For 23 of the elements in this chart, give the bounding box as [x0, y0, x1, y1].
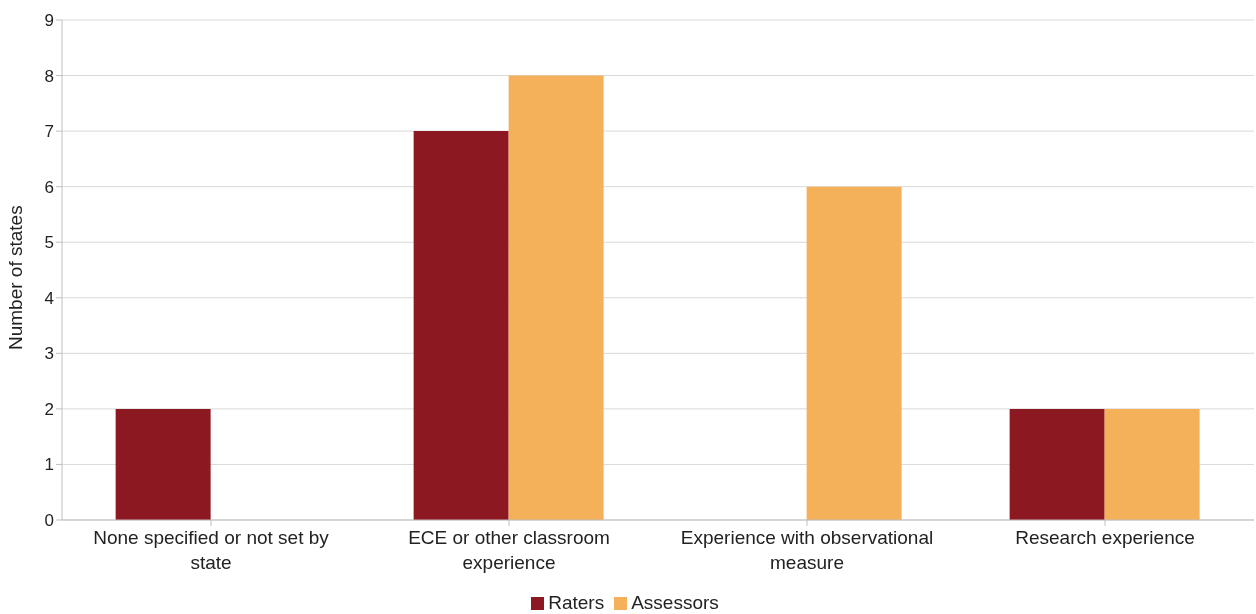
legend-label: Assessors [631, 592, 719, 613]
x-tick-label: None specified or not set by state [93, 527, 330, 573]
y-tick-label: 5 [44, 233, 54, 253]
y-tick-label: 3 [44, 344, 54, 364]
y-tick-label: 2 [44, 399, 54, 419]
legend-label: Raters [548, 592, 605, 613]
y-tick-label: 9 [44, 11, 54, 31]
bar [115, 408, 211, 520]
x-tick-label: Research experience [1015, 527, 1195, 548]
x-tick-label: ECE or other classroom experience [408, 527, 610, 573]
y-axis-title: Number of states [4, 205, 26, 350]
bar [413, 131, 509, 520]
bar [508, 75, 604, 520]
y-tick-label: 4 [44, 288, 54, 308]
y-tick-label: 6 [44, 177, 54, 197]
y-tick-label: 1 [44, 455, 54, 475]
y-tick-label: 0 [44, 511, 54, 531]
bar [1009, 408, 1105, 520]
x-tick-label: Experience with observational measure [680, 527, 934, 573]
y-tick-label: 7 [44, 122, 54, 142]
bar [1104, 408, 1200, 520]
y-tick-label: 8 [44, 66, 54, 86]
bar [806, 186, 902, 520]
